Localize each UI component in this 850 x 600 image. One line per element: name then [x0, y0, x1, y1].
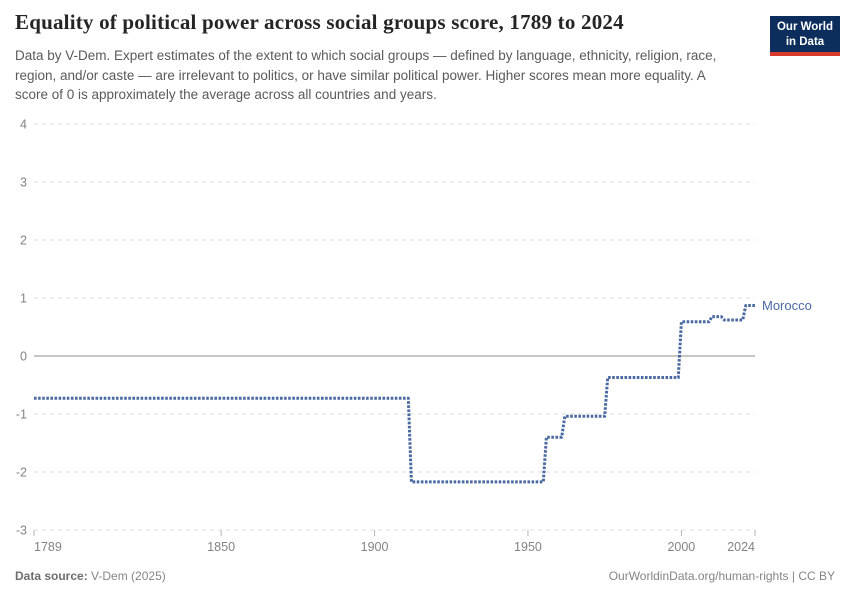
x-axis-tick-label: 2024 [727, 540, 755, 554]
data-source-value: V-Dem (2025) [91, 569, 166, 583]
y-axis-tick-label: 1 [20, 292, 27, 306]
data-source: Data source: V-Dem (2025) [15, 569, 166, 583]
x-axis-tick-label: 1950 [514, 540, 542, 554]
y-axis-tick-label: 0 [20, 350, 27, 364]
series-line-morocco[interactable] [34, 304, 755, 484]
y-axis-tick-label: 2 [20, 234, 27, 248]
chart-subtitle: Data by V-Dem. Expert estimates of the e… [15, 48, 717, 103]
chart-canvas: 4 3 2 1 0 -1 -2 -3 1789 1850 1900 1950 2000 2024 Moroc… [16, 118, 812, 555]
credit-link[interactable]: OurWorldinData.org/human-rights | CC BY [608, 569, 835, 583]
chart-footer: Data source: V-Dem (2025) OurWorldinData… [15, 569, 835, 583]
page-title: Equality of political power across socia… [15, 10, 624, 34]
x-axis-tick-label: 1789 [34, 540, 62, 554]
x-axis-tick-label: 2000 [667, 540, 695, 554]
y-axis-tick-label: -3 [16, 524, 27, 538]
owid-logo-line2: in Data [785, 35, 825, 48]
x-axis-tick-label: 1850 [207, 540, 235, 554]
data-source-label: Data source: [15, 569, 88, 583]
x-axis-tick-label: 1900 [361, 540, 389, 554]
y-axis-tick-label: -2 [16, 466, 27, 480]
y-axis-tick-label: -1 [16, 408, 27, 422]
owid-logo[interactable]: Our World in Data [770, 16, 840, 57]
y-axis-tick-label: 3 [20, 176, 27, 190]
owid-logo-line1: Our World [776, 21, 833, 33]
y-axis-tick-label: 4 [20, 118, 27, 132]
entity-label[interactable]: Morocco [762, 298, 812, 313]
